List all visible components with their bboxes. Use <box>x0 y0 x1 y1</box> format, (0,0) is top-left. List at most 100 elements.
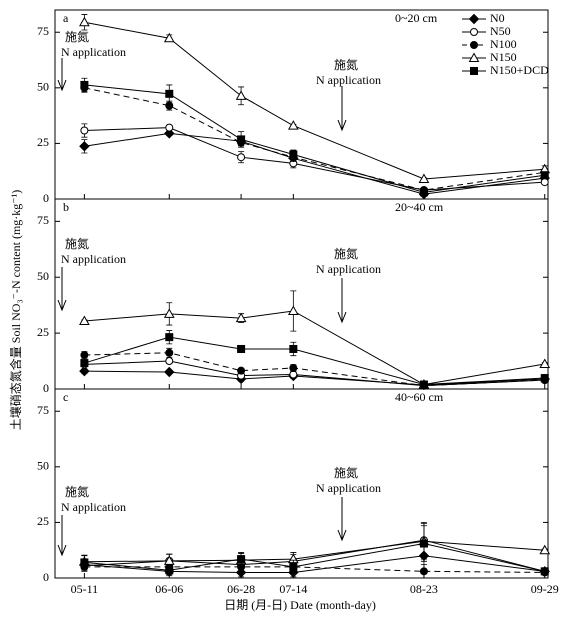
y-tick-label: 50 <box>37 80 49 94</box>
panel-subtitle: 0~20 cm <box>395 11 438 25</box>
marker <box>539 358 551 368</box>
legend-label: N150+DCD <box>490 63 549 77</box>
y-tick-label: 0 <box>43 381 49 395</box>
series-line <box>84 310 545 386</box>
marker <box>289 562 298 571</box>
y-tick-label: 0 <box>43 570 49 584</box>
annotation: 施氮 <box>65 29 89 44</box>
y-tick-label: 75 <box>37 24 49 38</box>
series-line <box>84 336 545 386</box>
marker <box>470 28 478 36</box>
marker <box>235 90 247 100</box>
marker <box>468 52 480 62</box>
x-tick-label: 05-11 <box>71 582 99 596</box>
panel-label: b <box>63 200 69 214</box>
x-tick-label: 09-29 <box>531 582 559 596</box>
marker <box>164 366 175 378</box>
series-line <box>84 84 545 193</box>
plot-frame <box>54 198 549 390</box>
marker <box>79 315 90 326</box>
marker <box>165 357 174 366</box>
y-tick-label: 75 <box>37 213 49 227</box>
annotation: 施氮 <box>334 465 358 480</box>
marker <box>165 566 174 575</box>
series-line <box>84 370 545 386</box>
marker <box>470 41 478 49</box>
marker <box>165 123 174 132</box>
series-line <box>84 555 545 573</box>
arrow-head <box>57 544 67 557</box>
marker <box>235 312 247 323</box>
y-tick-label: 50 <box>37 459 49 473</box>
series-line <box>84 352 545 387</box>
marker <box>79 16 90 27</box>
series-line <box>84 21 545 180</box>
arrow-head <box>57 79 67 92</box>
marker <box>468 13 480 25</box>
plot-frame <box>54 388 549 579</box>
marker <box>163 308 175 318</box>
series-line <box>84 543 545 572</box>
marker <box>80 558 89 567</box>
marker <box>289 363 298 372</box>
legend-label: N100 <box>490 37 517 51</box>
marker <box>80 359 89 368</box>
marker <box>289 150 298 159</box>
panel-label: c <box>63 390 68 404</box>
marker <box>237 135 246 144</box>
x-tick-label: 08-23 <box>410 582 438 596</box>
marker <box>80 80 89 89</box>
annotation: N application <box>61 500 126 514</box>
arrow-head <box>337 311 347 324</box>
legend-label: N50 <box>490 24 511 38</box>
y-tick-label: 75 <box>37 403 49 417</box>
x-tick-label: 07-14 <box>279 582 307 596</box>
marker <box>419 188 428 197</box>
marker <box>237 153 246 162</box>
marker <box>419 539 428 548</box>
x-axis-label: 日期 (月-日) Date (month-day) <box>224 598 376 612</box>
panel-subtitle: 20~40 cm <box>395 200 444 214</box>
annotation: 施氮 <box>65 236 89 251</box>
marker <box>419 567 428 576</box>
series-line <box>84 127 545 191</box>
marker <box>164 128 175 139</box>
y-tick-label: 25 <box>37 325 49 339</box>
marker <box>289 344 298 353</box>
arrow-head <box>337 119 347 132</box>
annotation: N application <box>316 262 381 276</box>
marker <box>237 555 246 564</box>
marker <box>80 126 89 135</box>
panel-label: a <box>63 11 69 25</box>
panel-subtitle: 40~60 cm <box>395 390 444 404</box>
marker <box>540 178 549 187</box>
plot-frame <box>54 9 549 200</box>
annotation: N application <box>316 481 381 495</box>
y-tick-label: 50 <box>37 269 49 283</box>
marker <box>165 348 174 357</box>
series-line <box>84 540 545 563</box>
marker <box>540 171 549 180</box>
marker <box>79 365 90 377</box>
annotation: 施氮 <box>65 484 89 499</box>
marker <box>419 380 428 389</box>
marker <box>80 351 89 360</box>
annotation: N application <box>61 252 126 266</box>
marker <box>287 305 299 315</box>
marker <box>540 374 549 383</box>
marker <box>165 89 174 98</box>
marker <box>165 101 174 110</box>
marker <box>79 141 90 152</box>
marker <box>540 567 549 576</box>
marker <box>237 344 246 353</box>
annotation: 施氮 <box>334 57 358 72</box>
series-line <box>84 566 545 573</box>
marker <box>470 67 478 75</box>
marker <box>237 366 246 375</box>
y-tick-label: 25 <box>37 514 49 528</box>
y-tick-label: 0 <box>43 191 49 205</box>
y-tick-label: 25 <box>37 135 49 149</box>
legend-label: N150 <box>490 50 517 64</box>
marker <box>289 370 298 379</box>
arrow-head <box>337 529 347 542</box>
